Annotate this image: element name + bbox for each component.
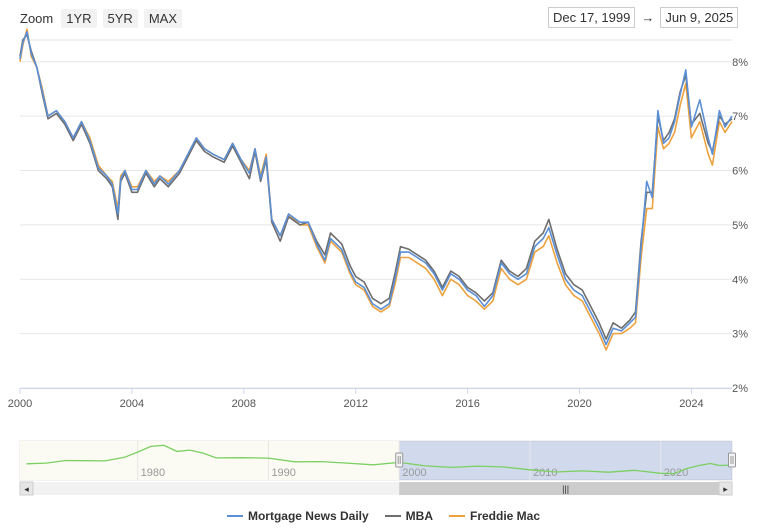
legend-item-mba[interactable]: MBA [384,509,433,523]
x-tick-label: 2024 [679,398,703,410]
legend-label-mba: MBA [405,509,433,523]
scroll-right-arrow-icon: ▸ [723,484,728,494]
x-tick-label: 2012 [343,398,367,410]
date-range: Dec 17, 1999 → Jun 9, 2025 [548,6,739,28]
series-freddie-mac-line [19,28,733,351]
series-mortgage-news-daily-line [19,31,733,346]
range-to-input[interactable]: Jun 9, 2025 [660,6,739,28]
y-tick-label: 5% [732,220,748,232]
navigator-tick-label: 2000 [402,467,426,479]
legend-label-mnd: Mortgage News Daily [247,509,369,523]
y-tick-label: 3% [732,329,748,341]
legend-item-freddie[interactable]: Freddie Mac [449,509,540,523]
range-from-input[interactable]: Dec 17, 1999 [548,6,636,28]
scroll-right-button[interactable] [718,481,733,496]
navigator-tick-label: 2010 [533,467,557,479]
x-tick-label: 2008 [232,398,256,410]
y-tick-label: 6% [732,166,748,178]
y-tick-label: 7% [732,111,748,123]
handle-body [395,452,404,468]
navigator-tick-label: 1990 [271,467,295,479]
legend-label-freddie: Freddie Mac [470,509,541,523]
handle-body [728,452,736,468]
scroll-left-arrow-icon: ◂ [24,484,29,494]
scrollbar-thumb[interactable] [399,482,732,495]
legend: Mortgage News Daily MBA Freddie Mac [0,509,767,523]
range-arrow: → [641,9,655,25]
navigator-right-handle[interactable] [728,452,736,468]
y-tick-label: 2% [732,383,748,395]
scrollbar-grip: ||| [562,484,569,494]
x-tick-label: 2016 [455,398,479,410]
y-tick-label: 4% [732,274,748,286]
x-tick-label: 2004 [120,398,144,410]
navigator-series-line [26,444,733,475]
zoom-5yr-button[interactable]: 5YR [102,8,138,28]
legend-item-mnd[interactable]: Mortgage News Daily [226,509,369,523]
zoom-1yr-button[interactable]: 1YR [61,8,97,28]
x-tick-label: 2000 [8,398,32,410]
zoom-bar: Zoom 1YR 5YR MAX [20,8,188,28]
legend-swatch-mba [384,515,401,517]
navigator-selection [399,441,732,480]
x-tick-label: 2020 [567,398,591,410]
navigator-left-handle[interactable] [395,452,404,468]
series-mba-line [19,33,733,340]
y-tick-label: 8% [732,57,748,69]
main-chart: 2% 3% 4% 5% 6% 7% 8% 2000 2004 2008 2012 2016 2020 20… [8,28,748,496]
legend-swatch-freddie [449,515,465,517]
zoom-max-button[interactable]: MAX [143,8,182,28]
zoom-label: Zoom [20,10,54,26]
scroll-left-button[interactable] [19,481,34,496]
navigator-tick-label: 1980 [141,467,165,479]
legend-swatch-mnd [226,515,243,517]
